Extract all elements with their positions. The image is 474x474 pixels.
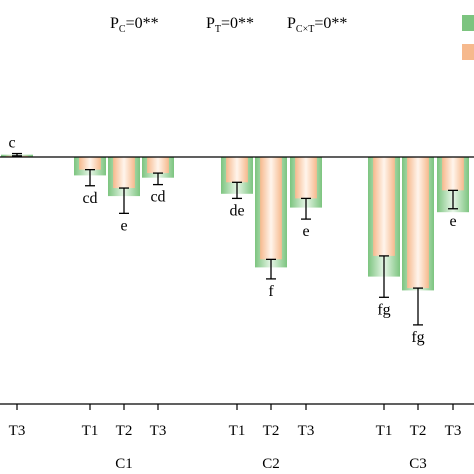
legend-swatch-series-b	[462, 44, 474, 60]
x-tick-label: T2	[263, 423, 280, 439]
bar-series-b	[295, 157, 317, 199]
bar-series-b	[79, 157, 101, 170]
legend-swatch-series-a	[462, 15, 474, 31]
significance-letter: e	[120, 217, 127, 234]
x-ticks: T3 T1 T2 T3 T1 T2 T3 T1 T2 T3	[9, 404, 462, 439]
x-tick-label: T3	[150, 423, 167, 439]
x-tick-label: T1	[229, 423, 246, 439]
significance-letter: e	[302, 223, 309, 240]
group-label: C3	[409, 456, 427, 472]
bars	[1, 154, 469, 291]
significance-letter: fg	[411, 329, 424, 346]
x-tick-label: T1	[82, 423, 99, 439]
bar-series-b	[226, 157, 248, 183]
legend	[462, 15, 474, 60]
stats-annotation: PC=0** PT=0** PC×T=0**	[110, 15, 347, 35]
error-bars	[12, 152, 458, 326]
x-tick-label: T3	[9, 423, 26, 439]
x-tick-label: T3	[298, 423, 315, 439]
significance-letter: cd	[82, 190, 97, 207]
significance-letter: c	[8, 135, 15, 152]
x-tick-label: T2	[410, 423, 427, 439]
significance-letter: de	[229, 202, 244, 219]
bar-series-b	[260, 157, 282, 260]
x-tick-label: T1	[376, 423, 393, 439]
significance-letter: e	[449, 213, 456, 230]
group-label: C2	[262, 456, 280, 472]
significance-letter: cd	[150, 189, 165, 206]
significance-letters: c cd e cd de f e fg fg e	[8, 135, 456, 346]
stat-text: PC=0**	[110, 15, 159, 35]
significance-letter: f	[268, 283, 274, 300]
x-tick-label: T2	[116, 423, 133, 439]
stat-text: PC×T=0**	[287, 15, 347, 35]
bar-series-b	[407, 157, 429, 289]
bar-series-b	[373, 157, 395, 256]
group-label: C1	[115, 456, 133, 472]
bar-series-b	[113, 157, 135, 189]
bar-series-b	[442, 157, 464, 191]
stat-text: PT=0**	[206, 15, 254, 35]
group-labels: C1 C2 C3	[115, 456, 427, 472]
bar-series-b	[147, 157, 169, 174]
significance-letter: fg	[377, 301, 390, 318]
x-tick-label: T3	[445, 423, 462, 439]
